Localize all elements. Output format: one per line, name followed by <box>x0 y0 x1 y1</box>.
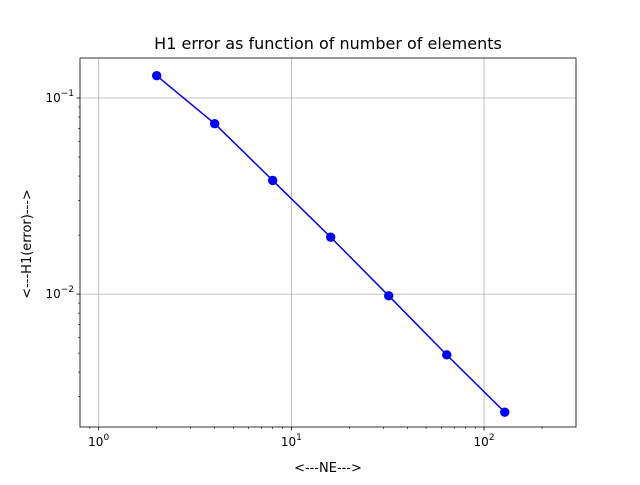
y-tick-label-1: 10−1 <box>45 89 74 105</box>
x-tick-label-2: 102 <box>474 433 495 449</box>
data-point-5 <box>442 350 452 360</box>
y-tick-label-0: 10−2 <box>45 285 74 301</box>
grid-layer <box>80 58 576 427</box>
data-point-6 <box>500 407 510 417</box>
x-tick-label-1: 101 <box>281 433 302 449</box>
data-point-4 <box>384 291 394 301</box>
data-point-1 <box>209 118 220 129</box>
y-axis-label: <---H1(error)---> <box>20 189 35 299</box>
axes-frame <box>79 57 577 428</box>
tick-layer: 100 101 102 10−2 10−1 <box>45 89 543 449</box>
data-point-0 <box>151 70 162 81</box>
chart-title: H1 error as function of number of elemen… <box>154 34 502 53</box>
series-layer <box>151 70 510 417</box>
x-tick-label-0: 100 <box>88 433 109 449</box>
data-point-2 <box>267 175 278 186</box>
data-point-3 <box>326 232 336 242</box>
x-axis-label: <---NE---> <box>294 461 362 476</box>
